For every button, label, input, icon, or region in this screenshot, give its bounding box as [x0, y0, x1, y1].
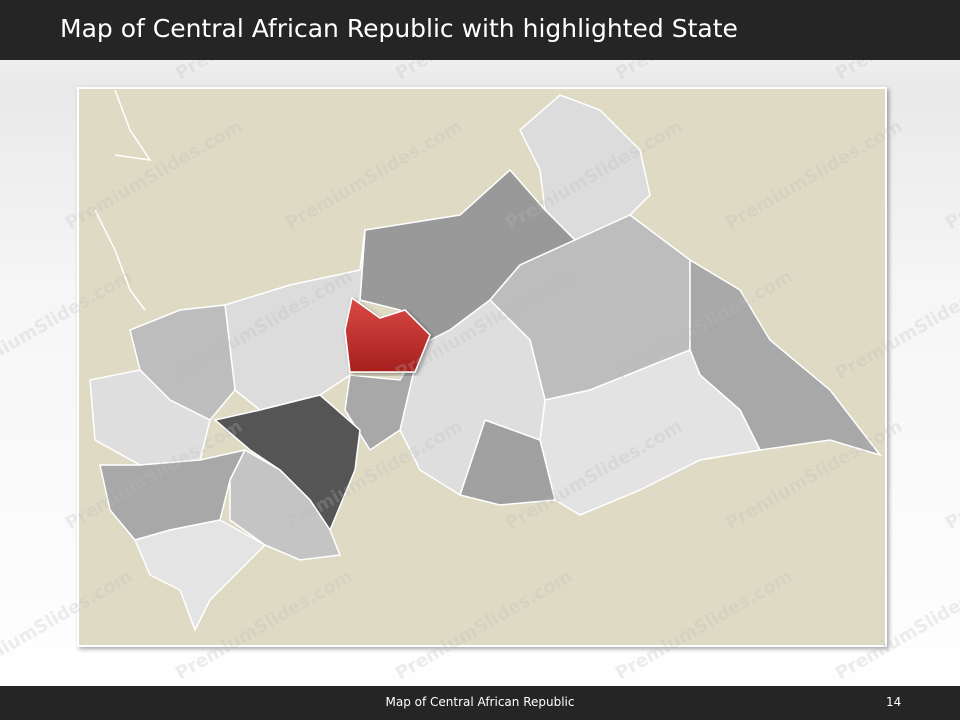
country — [89, 94, 883, 632]
region — [399, 299, 546, 497]
region — [229, 448, 342, 561]
slide-title: Map of Central African Republic with hig… — [60, 14, 738, 43]
region — [99, 448, 247, 541]
highlighted-region — [344, 296, 431, 373]
footer-bar: Map of Central African Republic 14 — [0, 686, 960, 720]
region — [213, 394, 361, 532]
border-line — [94, 89, 152, 311]
region — [89, 369, 211, 466]
region — [344, 344, 421, 452]
footer-caption: Map of Central African Republic — [385, 695, 575, 709]
region — [519, 94, 651, 241]
region — [133, 519, 267, 632]
header-bar: Map of Central African Republic with hig… — [0, 0, 960, 60]
page-number: 14 — [886, 695, 902, 709]
watermark: PremiumSlides.com — [942, 116, 960, 234]
watermark: PremiumSlides.com — [942, 416, 960, 534]
